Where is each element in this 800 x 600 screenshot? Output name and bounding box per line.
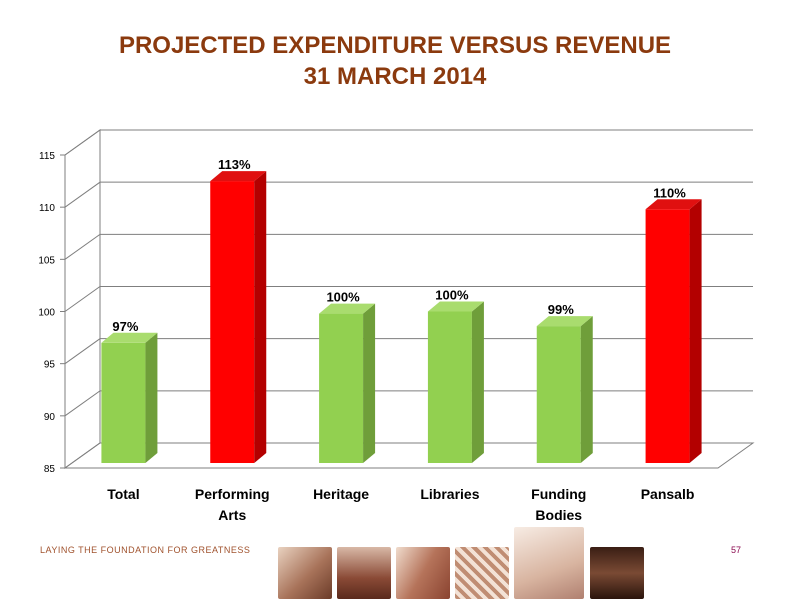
bar-top — [536, 316, 593, 327]
y-tick-label: 95 — [44, 360, 56, 371]
gridline — [64, 338, 753, 365]
footer-tagline: LAYING THE FOUNDATION FOR GREATNESS — [40, 545, 251, 555]
bar-side — [363, 303, 376, 463]
dancers-image — [337, 547, 391, 599]
x-tick-label: Performing — [195, 486, 270, 502]
title-line-2: 31 MARCH 2014 — [303, 63, 487, 90]
bar-chart: 85 90 95 100 105 110 115 97% Total 113% Performin… — [38, 129, 755, 523]
bars-layer — [101, 171, 702, 464]
bar-front — [427, 311, 472, 463]
gridline — [64, 442, 753, 469]
data-label: 100% — [435, 288, 469, 303]
data-label: 113% — [218, 157, 251, 172]
bar-top — [427, 301, 484, 312]
bar-top — [210, 171, 267, 182]
x-tick-label: Heritage — [313, 486, 369, 502]
gridline — [64, 129, 753, 156]
saxophone-image — [590, 547, 644, 599]
x-tick-label: Bodies — [535, 507, 582, 523]
y-tick-label: 110 — [39, 203, 55, 214]
data-label: 97% — [112, 319, 138, 334]
ballet-shoes-image — [514, 527, 584, 599]
bar-side — [580, 316, 593, 463]
y-tick-label: 115 — [39, 151, 55, 162]
hands-image — [278, 547, 332, 599]
gridline — [64, 181, 753, 208]
bar-top — [645, 199, 702, 210]
labels-layer: 97% Total 113% Performing Arts 100% Heritage 10… — [107, 157, 694, 523]
film-reel-image — [396, 547, 450, 599]
title-line-1: PROJECTED EXPENDITURE VERSUS REVENUE — [118, 32, 672, 59]
x-tick-label: Pansalb — [641, 486, 695, 502]
y-tick-label: 100 — [38, 308, 55, 319]
page-number: 57 — [731, 545, 742, 555]
bar-side — [254, 171, 267, 464]
bar-front — [319, 313, 364, 463]
bar-side — [471, 301, 484, 463]
bar-top — [319, 303, 376, 314]
y-tick-label: 85 — [44, 464, 56, 475]
data-label: 110% — [653, 185, 686, 200]
gridline — [64, 233, 753, 260]
bar-top — [101, 332, 158, 343]
bar-side — [145, 332, 158, 463]
x-tick-label: Libraries — [420, 486, 479, 502]
y-tick-label: 90 — [44, 412, 56, 423]
x-tick-label: Total — [107, 486, 139, 502]
chart-title: PROJECTED EXPENDITURE VERSUS REVENUE 31 … — [0, 30, 790, 92]
gridline — [64, 390, 753, 417]
x-tick-label: Arts — [218, 507, 246, 523]
axis-layer: 85 90 95 100 105 110 115 — [38, 151, 718, 475]
data-label: 100% — [326, 290, 360, 305]
bar-front — [101, 342, 146, 463]
y-tick-label: 105 — [38, 255, 55, 266]
bar-front — [210, 181, 255, 464]
bar-front — [645, 209, 690, 463]
gridline — [64, 286, 753, 312]
data-label: 99% — [548, 302, 574, 317]
bar-side — [689, 199, 702, 463]
x-tick-label: Funding — [531, 486, 586, 502]
bar-front — [536, 326, 581, 463]
woven-basket-image — [455, 547, 509, 599]
